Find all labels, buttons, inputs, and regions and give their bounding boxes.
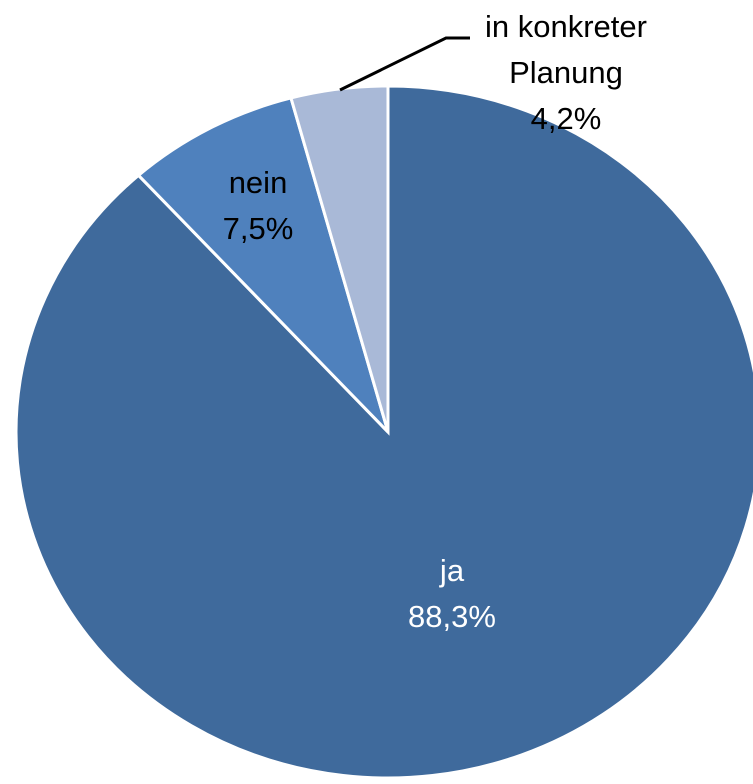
pie-slice bbox=[289, 84, 390, 433]
pie-slice bbox=[14, 84, 753, 780]
slice-label: ja bbox=[439, 553, 465, 588]
pie-slice bbox=[136, 96, 390, 434]
slice-value-label: 7,5% bbox=[222, 211, 294, 246]
slice-value-label: 4,2% bbox=[530, 101, 602, 136]
slice-value-label: 88,3% bbox=[408, 599, 496, 634]
slice-label: nein bbox=[228, 165, 288, 200]
leader-line bbox=[339, 36, 470, 92]
slice-label: in konkreter Planung bbox=[485, 9, 647, 90]
